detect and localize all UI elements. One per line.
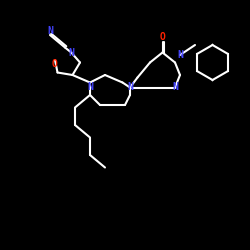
Text: N: N — [172, 82, 178, 92]
Text: N: N — [47, 26, 53, 36]
Text: N: N — [87, 82, 93, 92]
Text: N: N — [68, 48, 74, 58]
Text: N: N — [177, 50, 183, 60]
Text: O: O — [52, 59, 58, 69]
Text: O: O — [160, 32, 166, 42]
Text: N: N — [127, 82, 133, 92]
